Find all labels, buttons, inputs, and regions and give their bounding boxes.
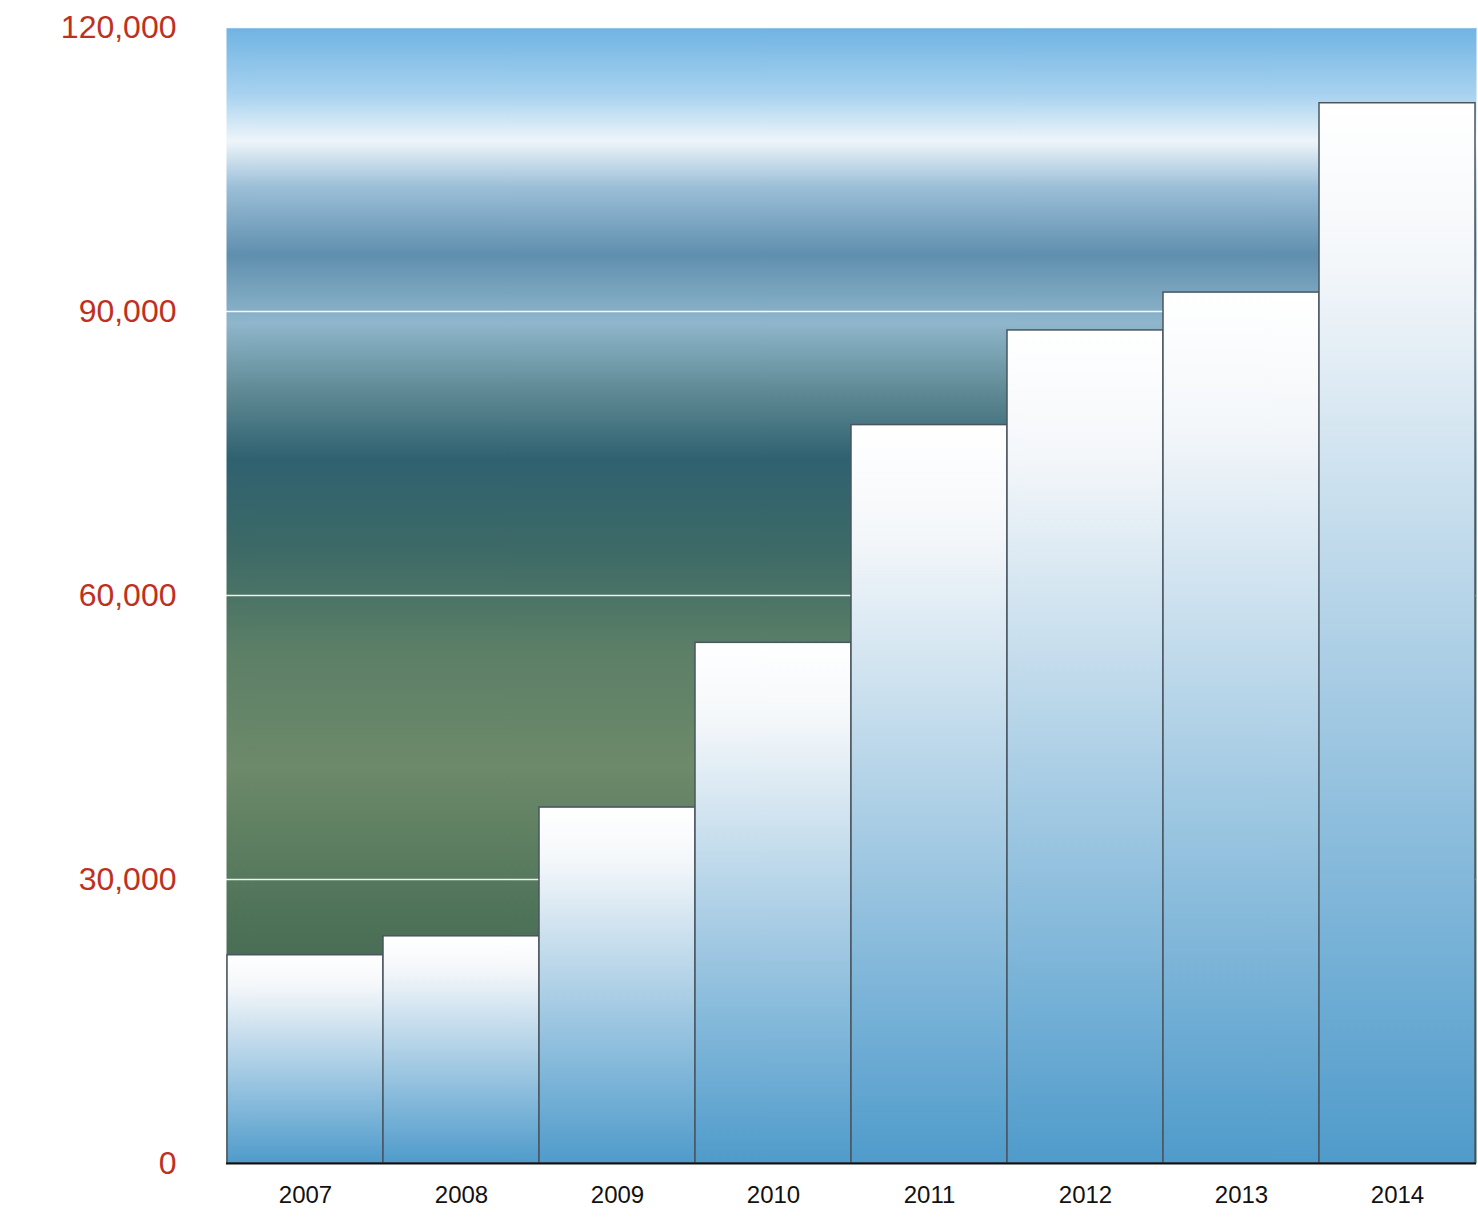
svg-text:2009: 2009 (591, 1181, 644, 1208)
svg-text:2010: 2010 (747, 1181, 800, 1208)
svg-text:30,000: 30,000 (79, 861, 177, 897)
svg-text:90,000: 90,000 (79, 293, 177, 329)
svg-text:2007: 2007 (279, 1181, 332, 1208)
svg-text:120,000: 120,000 (61, 9, 177, 45)
svg-text:2011: 2011 (904, 1181, 956, 1208)
svg-text:0: 0 (159, 1145, 177, 1181)
svg-text:2013: 2013 (1215, 1181, 1268, 1208)
svg-text:2012: 2012 (1059, 1181, 1112, 1208)
svg-text:2008: 2008 (435, 1181, 488, 1208)
svg-text:60,000: 60,000 (79, 577, 177, 613)
svg-text:2014: 2014 (1371, 1181, 1424, 1208)
